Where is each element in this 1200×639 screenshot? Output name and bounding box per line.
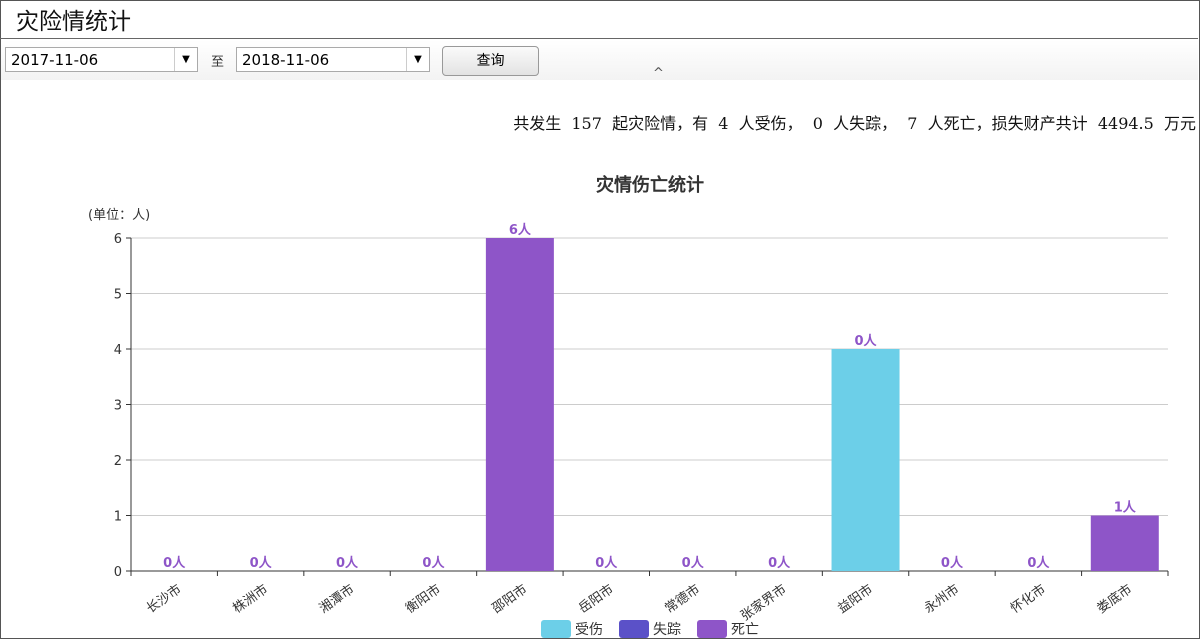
y-tick-label: 0 [114, 565, 122, 580]
y-tick-label: 2 [114, 454, 122, 469]
chevron-down-icon[interactable]: ▼ [406, 48, 429, 71]
x-tick-label: 邵阳市 [489, 581, 530, 616]
legend-swatch[interactable] [619, 620, 649, 638]
x-tick-label: 衡阳市 [403, 581, 444, 616]
legend-label[interactable]: 受伤 [575, 622, 603, 638]
query-button[interactable]: 查询 [442, 46, 539, 76]
legend-label[interactable]: 失踪 [653, 622, 681, 638]
y-tick-label: 5 [114, 288, 122, 303]
data-label: 1人 [1114, 500, 1137, 516]
x-tick-label: 娄底市 [1094, 581, 1135, 616]
x-tick-label: 益阳市 [835, 581, 876, 616]
end-date-select[interactable]: 2018-11-06 ▼ [236, 47, 430, 72]
start-date-select[interactable]: 2017-11-06 ▼ [5, 47, 198, 72]
collapse-caret-icon[interactable]: ^ [653, 66, 664, 81]
date-separator: 至 [211, 55, 225, 70]
bar-死亡[interactable] [485, 238, 554, 571]
x-tick-label: 长沙市 [143, 581, 184, 616]
bar-受伤[interactable] [831, 349, 900, 571]
y-axis-unit-label: (单位：人) [88, 208, 150, 223]
data-label: 0人 [941, 555, 964, 571]
summary-text: 共发生 157 起灾险情，有 4 人受伤， 0 人失踪， 7 人死亡，损失财产共… [513, 114, 1196, 133]
x-tick-label: 湘潭市 [316, 581, 357, 616]
x-tick-label: 岳阳市 [575, 581, 616, 616]
data-label: 0人 [163, 555, 186, 571]
x-tick-label: 张家界市 [738, 581, 790, 624]
y-tick-label: 4 [114, 343, 122, 358]
end-date-value: 2018-11-06 [242, 51, 330, 69]
y-tick-label: 6 [114, 232, 122, 247]
data-label: 0人 [1027, 555, 1050, 571]
y-tick-label: 1 [114, 510, 122, 525]
chevron-down-icon[interactable]: ▼ [174, 48, 197, 71]
bar-死亡[interactable] [1090, 515, 1159, 572]
legend-swatch[interactable] [541, 620, 571, 638]
x-tick-label: 怀化市 [1008, 581, 1049, 616]
data-label: 0人 [595, 555, 618, 571]
start-date-value: 2017-11-06 [11, 51, 99, 69]
divider [0, 38, 1198, 39]
data-label: 0人 [250, 555, 273, 571]
filter-toolbar: 2017-11-06 ▼ 至 2018-11-06 ▼ 查询 [1, 40, 1198, 80]
legend-label[interactable]: 死亡 [731, 622, 759, 638]
data-label: 0人 [855, 333, 878, 349]
y-tick-label: 3 [114, 399, 122, 414]
legend-swatch[interactable] [697, 620, 727, 638]
x-tick-label: 永州市 [921, 581, 962, 616]
x-tick-label: 株洲市 [230, 581, 271, 616]
data-label: 0人 [422, 555, 445, 571]
data-label: 6人 [509, 222, 532, 238]
page-title: 灾险情统计 [16, 9, 131, 35]
x-tick-label: 常德市 [662, 581, 703, 616]
chart-title: 灾情伤亡统计 [596, 174, 704, 196]
data-label: 0人 [768, 555, 791, 571]
data-label: 0人 [682, 555, 705, 571]
data-label: 0人 [336, 555, 359, 571]
